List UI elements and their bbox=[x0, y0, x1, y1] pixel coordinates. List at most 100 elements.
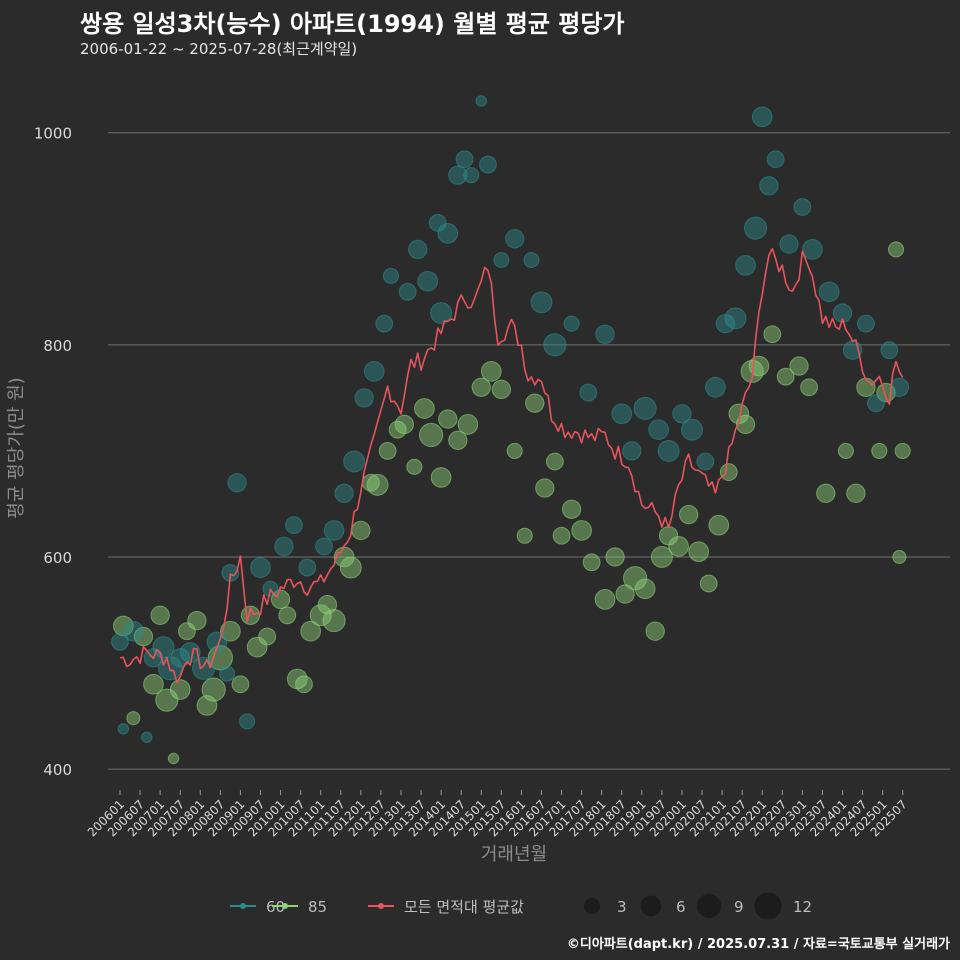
point-85 bbox=[491, 379, 511, 400]
point-60 bbox=[779, 234, 799, 254]
point-60 bbox=[793, 198, 812, 216]
point-85 bbox=[300, 620, 322, 642]
legend-size-label: 9 bbox=[734, 898, 744, 916]
y-tick-label: 600 bbox=[43, 549, 72, 567]
point-85 bbox=[816, 483, 836, 503]
point-85 bbox=[414, 398, 435, 419]
point-60 bbox=[493, 251, 510, 269]
legend-size-circle bbox=[754, 892, 782, 920]
point-60 bbox=[505, 229, 525, 249]
point-85 bbox=[258, 627, 277, 646]
point-60 bbox=[354, 388, 374, 408]
point-60 bbox=[285, 516, 303, 535]
legend-size-circle bbox=[583, 897, 601, 915]
point-85 bbox=[561, 499, 582, 519]
point-60 bbox=[117, 723, 130, 735]
point-85 bbox=[650, 546, 673, 568]
point-60 bbox=[724, 307, 747, 330]
point-85 bbox=[167, 752, 180, 765]
point-60 bbox=[334, 483, 354, 503]
x-axis-ticks: 2006012006072007012007072008012008072009… bbox=[85, 790, 910, 840]
point-85 bbox=[535, 478, 555, 498]
point-60 bbox=[766, 150, 785, 169]
point-60 bbox=[611, 403, 633, 425]
point-85 bbox=[155, 688, 179, 712]
legend: 60 85 모든 면적대 평균값 3 6 9 12 bbox=[230, 892, 812, 920]
point-85 bbox=[571, 520, 592, 541]
point-85 bbox=[582, 553, 601, 572]
point-60 bbox=[170, 648, 190, 668]
point-85 bbox=[480, 361, 502, 382]
point-60 bbox=[880, 341, 899, 360]
point-85 bbox=[133, 626, 154, 647]
point-60 bbox=[111, 632, 129, 651]
legend-label: 85 bbox=[308, 898, 327, 916]
point-85 bbox=[892, 549, 907, 564]
y-axis-label: 평균 평당가(만 원) bbox=[6, 377, 27, 518]
point-60 bbox=[563, 315, 580, 332]
point-85 bbox=[201, 677, 226, 702]
point-85 bbox=[719, 463, 738, 482]
legend-marker bbox=[240, 903, 246, 909]
point-60 bbox=[274, 536, 294, 557]
point-85 bbox=[800, 378, 818, 397]
point-85 bbox=[143, 673, 164, 695]
point-60 bbox=[408, 239, 428, 260]
point-85 bbox=[150, 605, 170, 625]
point-85 bbox=[430, 467, 452, 488]
y-tick-label: 1000 bbox=[34, 125, 72, 143]
point-85 bbox=[545, 452, 564, 471]
point-85 bbox=[837, 442, 854, 459]
point-85 bbox=[309, 604, 332, 627]
point-85 bbox=[645, 621, 665, 641]
point-85 bbox=[708, 514, 730, 536]
point-85 bbox=[113, 615, 134, 637]
point-60 bbox=[417, 270, 439, 292]
point-60 bbox=[375, 314, 394, 333]
point-60 bbox=[633, 396, 657, 421]
point-60 bbox=[543, 333, 567, 357]
point-85 bbox=[322, 609, 346, 633]
point-60 bbox=[363, 361, 385, 382]
average-line-path bbox=[119, 248, 904, 684]
legend-size-circle bbox=[696, 893, 722, 919]
point-60 bbox=[832, 303, 853, 323]
point-60 bbox=[530, 291, 553, 314]
y-tick-label: 400 bbox=[43, 761, 72, 779]
point-85 bbox=[457, 414, 479, 435]
point-85 bbox=[126, 711, 141, 726]
average-line bbox=[119, 248, 904, 684]
point-85 bbox=[506, 442, 523, 459]
point-85 bbox=[763, 325, 782, 344]
point-85 bbox=[378, 442, 397, 460]
point-85 bbox=[448, 430, 468, 450]
point-60 bbox=[479, 155, 497, 174]
point-60 bbox=[579, 383, 598, 402]
point-85 bbox=[846, 483, 866, 503]
caption: ©디아파트(dapt.kr) / 2025.07.31 / 자료=국토교통부 실… bbox=[566, 937, 950, 952]
gridlines bbox=[108, 132, 950, 770]
point-60 bbox=[889, 377, 910, 397]
point-85 bbox=[406, 458, 423, 475]
point-85 bbox=[394, 414, 414, 435]
x-axis-label: 거래년월 bbox=[481, 844, 547, 865]
point-85 bbox=[295, 675, 313, 694]
point-85 bbox=[871, 442, 888, 459]
legend-size-circle bbox=[640, 895, 662, 917]
point-85 bbox=[887, 241, 905, 258]
point-85 bbox=[776, 367, 795, 386]
point-85 bbox=[366, 473, 389, 496]
point-85 bbox=[699, 574, 718, 593]
point-85 bbox=[270, 589, 291, 610]
chart-title: 쌍용 일성3차(능수) 아파트(1994) 월별 평균 평당가 bbox=[80, 10, 625, 38]
point-60 bbox=[206, 631, 228, 653]
legend-size-label: 3 bbox=[617, 898, 627, 916]
point-60 bbox=[398, 282, 417, 301]
point-85 bbox=[594, 589, 616, 610]
legend-size-label: 12 bbox=[793, 898, 812, 916]
point-85 bbox=[351, 520, 371, 541]
legend-label: 모든 면적대 평균값 bbox=[404, 898, 524, 916]
point-85 bbox=[339, 556, 362, 579]
point-60 bbox=[735, 254, 756, 276]
